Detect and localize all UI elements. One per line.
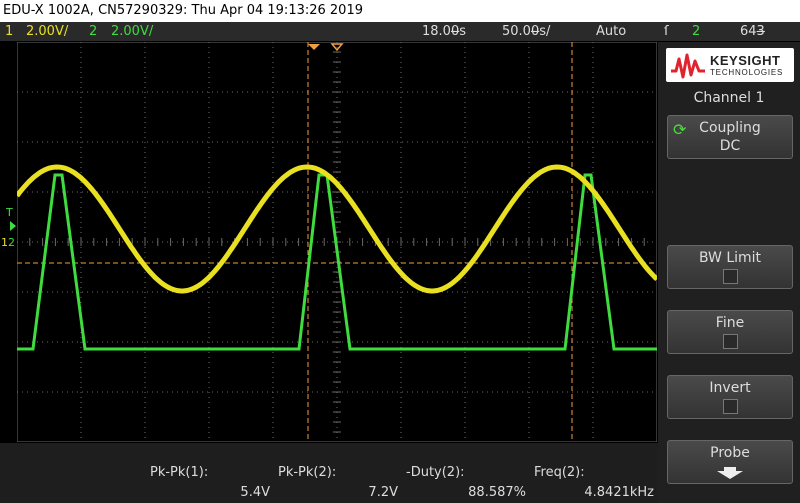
bw-limit-label: BW Limit <box>698 250 762 266</box>
ch2-scale[interactable]: 2.00V/ <box>111 24 154 39</box>
rotate-knob-icon: ⟳ <box>673 120 687 139</box>
fine-label: Fine <box>715 315 745 331</box>
ch1-number[interactable]: 1 <box>5 24 14 39</box>
down-arrow-icon <box>717 467 743 479</box>
trigger-source[interactable]: 2 <box>692 24 701 39</box>
invert-label: Invert <box>709 380 751 396</box>
measurement-bar: Pk-Pk(1): 5.4V Pk-Pk(2): 7.2V -Duty(2): … <box>0 443 658 503</box>
measurement-label: Pk-Pk(1): <box>150 465 209 480</box>
measurement-label: Pk-Pk(2): <box>278 465 337 480</box>
trigger-position-marker <box>308 44 320 50</box>
brand-subtitle: TECHNOLOGIES <box>710 68 784 77</box>
status-bar: 1 2.00V/ 2 2.00V/ 18.00̶s 50.00̶s/ Auto … <box>0 22 800 41</box>
ch1-ground-marker: 1 <box>1 236 8 249</box>
measurement-value: 88.587% <box>468 485 526 500</box>
title-text: EDU-X 1002A, CN57290329: Thu Apr 04 19:1… <box>3 3 363 18</box>
keysight-wave-icon <box>671 53 705 79</box>
waveform-display[interactable] <box>17 42 657 442</box>
keysight-logo: KEYSIGHT TECHNOLOGIES <box>666 48 794 82</box>
left-marker-strip <box>0 42 17 442</box>
cursor-lines <box>17 42 657 442</box>
measurement-value: 4.8421kHz <box>584 485 654 500</box>
menu-title: Channel 1 <box>693 90 765 106</box>
measurement-label: -Duty(2): <box>406 465 465 480</box>
ch1-scale[interactable]: 2.00V/ <box>26 24 69 39</box>
trigger-edge-icon: ſ <box>664 24 669 39</box>
measurement-value: 5.4V <box>240 485 270 500</box>
fine-softkey[interactable]: Fine <box>667 310 793 354</box>
trigger-mode[interactable]: Auto <box>596 24 627 39</box>
trigger-level[interactable]: 643̶ <box>740 24 765 39</box>
timebase[interactable]: 50.00̶s/ <box>502 24 551 39</box>
measurement-value: 7.2V <box>368 485 398 500</box>
probe-softkey[interactable]: Probe <box>667 440 793 484</box>
ch2-ground-marker: 2 <box>8 236 15 249</box>
title-bar: EDU-X 1002A, CN57290329: Thu Apr 04 19:1… <box>0 0 800 22</box>
coupling-value: DC <box>719 138 741 154</box>
probe-label: Probe <box>710 445 750 461</box>
coupling-softkey[interactable]: ⟳ Coupling DC <box>667 115 793 159</box>
ch2-number[interactable]: 2 <box>89 24 98 39</box>
bw-limit-checkbox[interactable] <box>723 269 738 284</box>
horizontal-delay[interactable]: 18.00̶s <box>422 24 466 39</box>
trigger-level-marker: T <box>6 206 13 219</box>
ch2-waveform <box>17 173 657 351</box>
time-reference-marker <box>330 43 344 52</box>
invert-checkbox[interactable] <box>723 399 738 414</box>
softkey-panel: KEYSIGHT TECHNOLOGIES Channel 1 ⟳ Coupli… <box>658 42 800 503</box>
trigger-arrow-icon <box>10 221 16 231</box>
coupling-label: Coupling <box>699 120 761 136</box>
invert-softkey[interactable]: Invert <box>667 375 793 419</box>
bw-limit-softkey[interactable]: BW Limit <box>667 245 793 289</box>
brand-name: KEYSIGHT <box>710 53 781 68</box>
ch1-waveform <box>17 164 657 294</box>
measurement-label: Freq(2): <box>534 465 585 480</box>
fine-checkbox[interactable] <box>723 334 738 349</box>
